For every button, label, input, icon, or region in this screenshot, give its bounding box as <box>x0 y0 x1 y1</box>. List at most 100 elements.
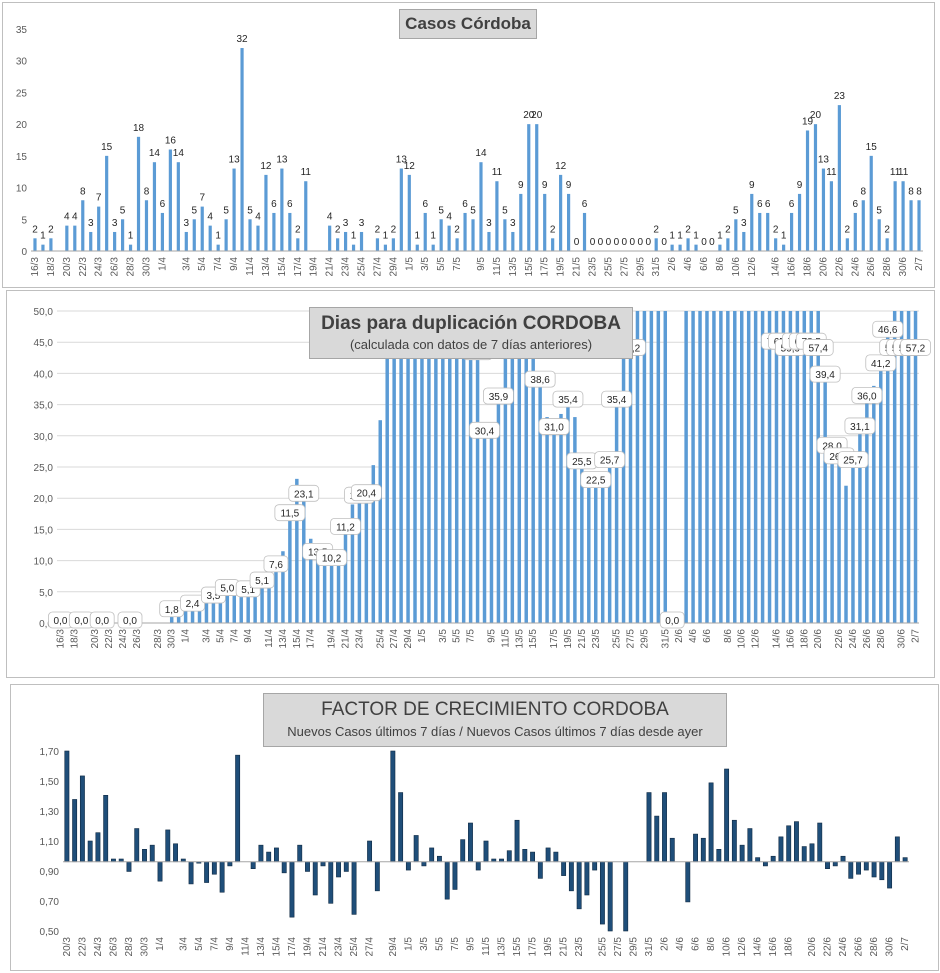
data-bar <box>489 428 494 623</box>
data-label: 46,6 <box>878 325 898 336</box>
data-label-box <box>469 421 500 439</box>
data-label: 9 <box>542 180 548 191</box>
data-bar <box>514 819 520 863</box>
data-bar <box>250 861 256 869</box>
x-tick-label: 2/6 <box>660 937 671 951</box>
x-tick-label: 17/4 <box>287 937 298 957</box>
y-tick-label: 45,0 <box>34 338 54 349</box>
data-bar <box>739 844 745 863</box>
data-bar <box>879 365 883 623</box>
x-tick-label: 21/5 <box>572 257 583 277</box>
x-tick-label: 7/5 <box>466 629 477 643</box>
data-bar <box>475 354 480 623</box>
data-bar <box>336 238 340 251</box>
data-bar <box>917 200 921 251</box>
x-tick-label: 25/4 <box>375 629 386 649</box>
data-bar <box>144 200 149 251</box>
x-tick-label: 4/6 <box>675 937 686 951</box>
x-tick-label: 29/4 <box>388 937 399 957</box>
x-tick-label: 27/4 <box>365 937 376 957</box>
data-bar <box>289 861 295 918</box>
data-label: 8 <box>80 186 86 197</box>
data-label: 5 <box>470 205 476 216</box>
data-bar <box>420 311 424 623</box>
data-bar <box>468 311 473 623</box>
x-tick-label: 16/6 <box>787 257 798 277</box>
data-bar <box>901 181 905 251</box>
data-bar <box>192 219 196 251</box>
x-tick-label: 30/6 <box>885 937 896 957</box>
x-tick-label: 11/4 <box>245 257 256 276</box>
data-bar <box>308 538 313 623</box>
data-label-box <box>263 555 289 573</box>
y-tick-label: 0,90 <box>40 867 60 878</box>
data-bar <box>726 311 730 623</box>
data-bar <box>211 598 216 623</box>
data-bar <box>246 591 250 623</box>
y-tick-label: 0,0 <box>39 619 53 630</box>
y-tick-label: 25 <box>16 88 28 99</box>
data-label: 5,1 <box>241 585 255 596</box>
x-tick-label: 22/6 <box>834 629 845 649</box>
data-bar <box>322 559 327 623</box>
x-tick-label: 20/3 <box>62 257 73 277</box>
data-bar <box>65 225 69 251</box>
data-label: 11 <box>492 167 503 178</box>
data-bar <box>592 861 598 871</box>
data-bar <box>461 311 466 623</box>
y-tick-label: 35 <box>16 25 28 36</box>
y-tick-label: 20,0 <box>34 494 54 505</box>
data-bar <box>225 590 230 623</box>
data-label: 6 <box>765 199 771 210</box>
data-label: 2 <box>773 224 779 235</box>
x-tick-label: 15/5 <box>524 257 535 277</box>
data-bar <box>211 861 217 875</box>
data-bar <box>742 231 746 251</box>
data-bar <box>858 428 862 623</box>
data-bar <box>832 861 838 867</box>
data-label: 22,5 <box>586 476 606 487</box>
x-tick-label: 4/6 <box>688 629 699 643</box>
data-label-box <box>350 484 382 502</box>
data-label: 1 <box>669 231 675 242</box>
data-bar <box>248 219 252 251</box>
data-bar <box>329 560 334 623</box>
data-label-box <box>552 390 584 408</box>
data-bar <box>561 861 567 876</box>
x-tick-label: 9/5 <box>465 937 476 951</box>
data-label: 5 <box>438 205 444 216</box>
data-bar <box>614 402 619 623</box>
data-bar <box>475 861 481 871</box>
data-bar <box>600 482 605 623</box>
data-bar <box>750 193 754 251</box>
data-label: 5 <box>876 205 882 216</box>
x-tick-label: 17/5 <box>528 937 539 957</box>
data-label: 9 <box>566 180 572 191</box>
data-bar <box>312 861 318 896</box>
data-bar <box>392 311 396 623</box>
data-bar <box>552 429 556 623</box>
data-bar <box>584 861 590 896</box>
data-label: 20 <box>810 110 822 121</box>
data-label: 0,0 <box>123 616 137 627</box>
x-tick-label: 16/3 <box>55 629 66 649</box>
data-label: 12 <box>555 161 567 172</box>
data-label-box <box>117 611 143 629</box>
data-bar <box>861 200 865 251</box>
x-tick-label: 17/5 <box>540 257 551 277</box>
data-bar <box>700 837 706 863</box>
x-tick-label: 3/5 <box>420 257 431 271</box>
x-tick-label: 19/5 <box>563 629 574 649</box>
x-tick-label: 13/4 <box>261 257 272 277</box>
data-bar <box>734 219 738 251</box>
x-tick-label: 6/6 <box>691 937 702 951</box>
data-label: 3 <box>112 218 118 229</box>
data-bar <box>126 861 132 872</box>
data-bar <box>281 861 287 874</box>
data-label: 28,0 <box>822 441 842 452</box>
data-bar <box>909 200 913 251</box>
data-bar <box>669 837 675 863</box>
x-tick-label: 27/4 <box>372 257 383 277</box>
data-bar <box>343 861 349 872</box>
data-bar <box>788 311 793 623</box>
